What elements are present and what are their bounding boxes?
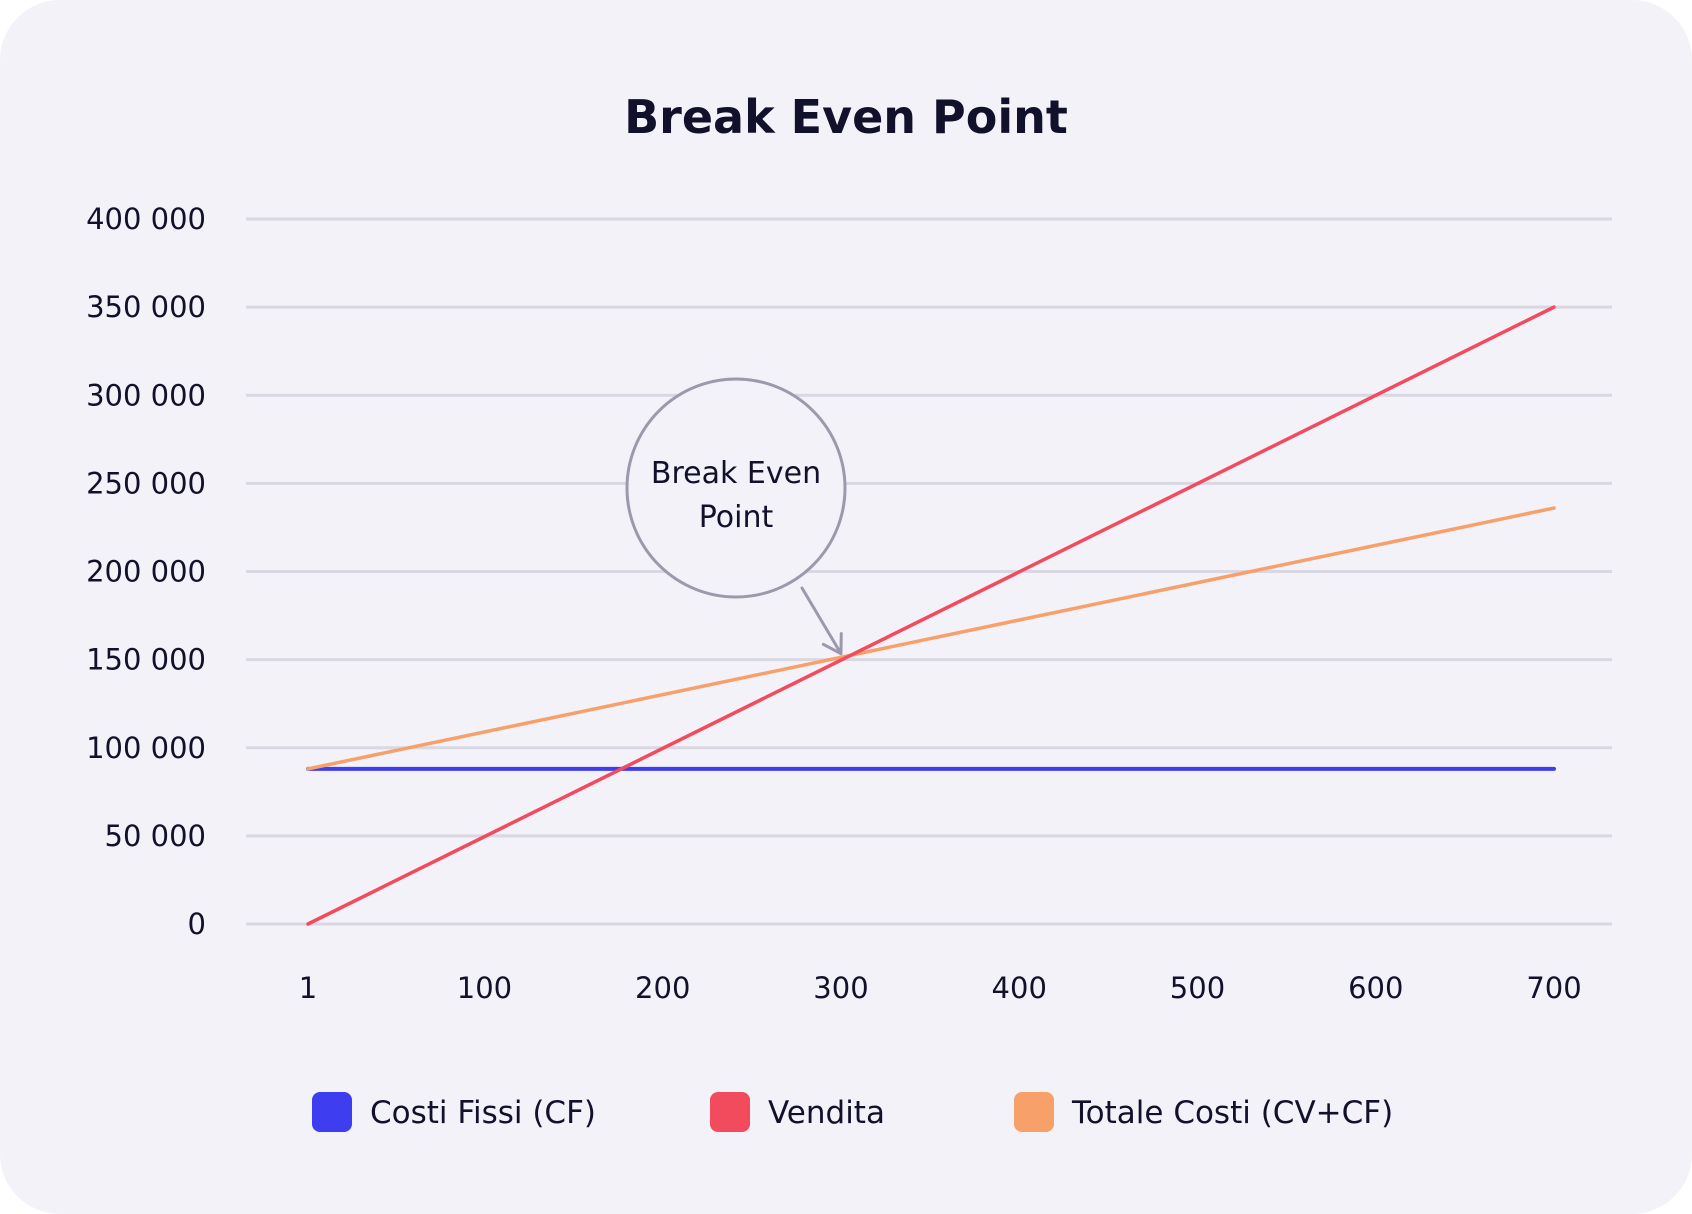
y-tick-label: 400 000	[86, 202, 206, 236]
annotation-label-line2: Point	[699, 500, 774, 535]
x-tick-label: 300	[813, 971, 868, 1005]
annotation-label-line1: Break Even	[651, 456, 821, 491]
y-tick-label: 200 000	[86, 555, 206, 589]
series-line-totale-costi	[306, 506, 1556, 771]
legend-item-costi-fissi: Costi Fissi (CF)	[312, 1092, 596, 1132]
series-line-vendita	[306, 305, 1556, 926]
y-axis-ticks: 0 50 000 100 000 150 000 200 000 250 000 300 0…	[86, 202, 206, 941]
y-tick-label: 0	[188, 907, 206, 941]
legend-label: Vendita	[768, 1095, 885, 1131]
x-tick-label: 400	[992, 971, 1047, 1005]
legend-label: Costi Fissi (CF)	[370, 1095, 596, 1131]
x-tick-label: 600	[1348, 971, 1403, 1005]
x-tick-label: 200	[635, 971, 690, 1005]
y-tick-label: 350 000	[86, 290, 206, 324]
legend-item-totale-costi: Totale Costi (CV+CF)	[1014, 1092, 1393, 1132]
legend-item-vendita: Vendita	[710, 1092, 885, 1132]
x-tick-label: 700	[1526, 971, 1581, 1005]
annotation-arrow	[800, 586, 843, 656]
annotation-arrow-head	[821, 632, 843, 656]
legend-swatch	[710, 1092, 750, 1132]
y-tick-label: 250 000	[86, 466, 206, 500]
x-tick-label: 500	[1170, 971, 1225, 1005]
legend-label: Totale Costi (CV+CF)	[1071, 1095, 1393, 1131]
break-even-annotation: Break Even Point	[625, 377, 847, 656]
legend: Costi Fissi (CF) Vendita Totale Costi (CV+…	[312, 1092, 1393, 1132]
y-tick-label: 50 000	[105, 819, 206, 853]
y-tick-label: 150 000	[86, 643, 206, 677]
series-lines	[306, 305, 1556, 926]
annotation-circle	[625, 377, 847, 599]
legend-swatch	[312, 1092, 352, 1132]
grid-lines	[246, 217, 1612, 926]
legend-swatch	[1014, 1092, 1054, 1132]
y-tick-label: 300 000	[86, 378, 206, 412]
y-tick-label: 100 000	[86, 731, 206, 765]
x-tick-label: 1	[299, 971, 317, 1005]
x-tick-label: 100	[457, 971, 512, 1005]
x-axis-ticks: 1 100 200 300 400 500 600 700	[299, 971, 1582, 1005]
chart-title: Break Even Point	[624, 90, 1068, 144]
